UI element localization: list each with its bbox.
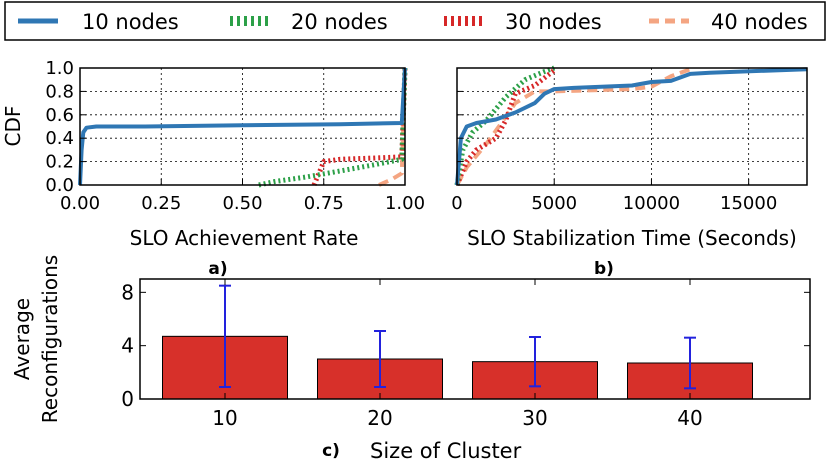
panel-c-xtick-label: 20 — [367, 406, 392, 430]
panel-a-ytick-label: 1.0 — [45, 58, 74, 79]
panel-b: 0 5000 10000 15000 SLO Stabilization Time (… — [451, 65, 808, 279]
panel-a-ytick-label: 0.4 — [45, 128, 74, 149]
panel-b-xtick-label: 10000 — [623, 193, 680, 214]
panel-a-series-40-nodes — [378, 67, 407, 187]
panel-a-series-20-nodes — [258, 67, 408, 188]
panel-a-xlabel: SLO Achievement Rate — [130, 226, 359, 250]
panel-c-label: c) — [322, 441, 340, 461]
legend-label-30-nodes: 30 nodes — [505, 10, 602, 34]
panel-c-xtick-label: 40 — [677, 406, 702, 430]
panel-b-xtick-label: 15000 — [720, 193, 777, 214]
panel-a: 0.00 0.25 0.50 0.75 1.00 0.00.2 0.40.6 0.81.0 S… — [1, 58, 425, 279]
panel-a-xtick-label: 0.25 — [141, 193, 181, 214]
panel-c-ytick-label: 4 — [121, 334, 134, 358]
panel-c-ylabel-line1: Average — [10, 298, 34, 380]
panel-b-xtick-label: 5000 — [531, 193, 577, 214]
panel-b-label: b) — [594, 259, 614, 279]
panel-a-series-10-nodes — [78, 67, 407, 186]
panel-c-ylabel-line2: Reconfigurations — [38, 255, 62, 423]
panel-a-ytick-label: 0.0 — [45, 175, 74, 196]
legend-label-10-nodes: 10 nodes — [82, 10, 179, 34]
panel-a-xtick-label: 1.00 — [385, 193, 425, 214]
panel-a-xtick-label: 0.50 — [222, 193, 262, 214]
panel-c-frame — [139, 278, 811, 400]
panel-b-series-10-nodes — [455, 67, 808, 186]
panel-c-ytick-label: 8 — [121, 280, 134, 304]
panel-a-xtick-label: 0.75 — [304, 193, 344, 214]
panel-a-ytick-label: 0.8 — [45, 81, 74, 102]
panel-c-xlabel: Size of Cluster — [370, 439, 522, 463]
panel-c-ytick-label: 0 — [121, 387, 134, 411]
panel-b-frame — [456, 67, 808, 186]
panel-b-xtick-label: 0 — [451, 193, 462, 214]
panel-a-ytick-label: 0.2 — [45, 152, 74, 173]
panel-b-series-30-nodes — [454, 68, 556, 186]
panel-a-ylabel: CDF — [1, 106, 25, 147]
legend-label-20-nodes: 20 nodes — [291, 10, 388, 34]
legend: 10 nodes 20 nodes 30 nodes 40 nodes — [4, 1, 826, 41]
panel-b-series-40-nodes — [455, 67, 691, 186]
panel-a-series-30-nodes — [311, 67, 408, 186]
legend-label-40-nodes: 40 nodes — [711, 10, 808, 34]
panel-b-xlabel: SLO Stabilization Time (Seconds) — [467, 226, 797, 250]
panel-a-label: a) — [208, 259, 227, 279]
panel-a-ytick-label: 0.6 — [45, 105, 74, 126]
panel-c-xtick-label: 30 — [522, 406, 547, 430]
panel-c-xtick-label: 10 — [212, 406, 237, 430]
panel-a-xtick-label: 0.00 — [60, 193, 100, 214]
